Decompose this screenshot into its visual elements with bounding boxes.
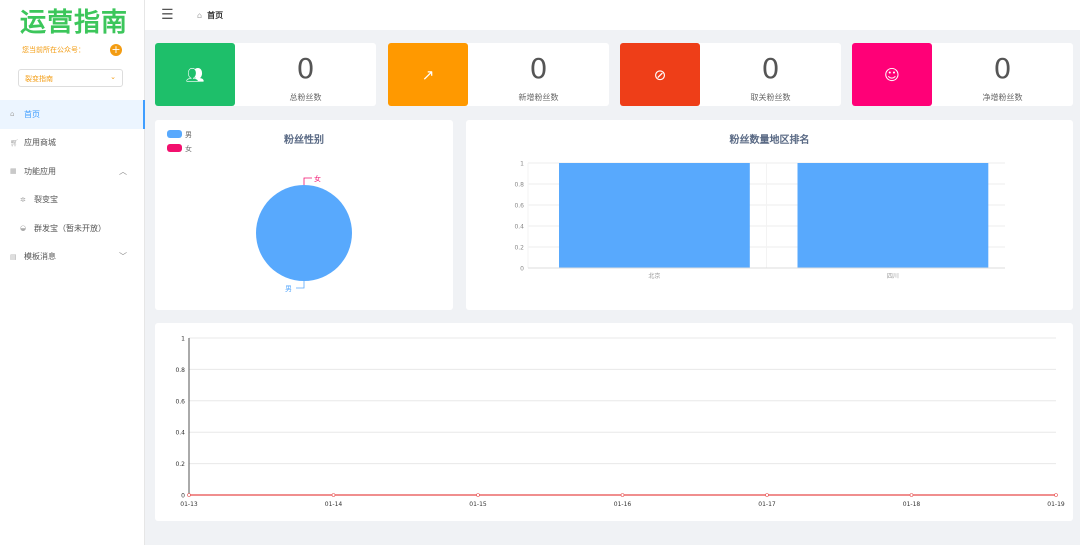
region-chart-card: 粉丝数量地区排名 0 0.2 0.4 0.6 0.8 1 北京 四川 — [466, 120, 1073, 310]
y-tick-label: 0.4 — [514, 224, 524, 231]
y-tick-label: 0.2 — [175, 461, 185, 468]
stat-label: 总粉丝数 — [289, 93, 322, 102]
chart-title: 粉丝性别 — [284, 135, 324, 146]
x-tick-label: 四川 — [887, 273, 899, 280]
x-tick-label: 01-15 — [469, 501, 487, 508]
stat-value: 0 — [993, 52, 1012, 85]
menu-toggle-icon[interactable]: ☰ — [161, 7, 174, 23]
legend-label: 女 — [185, 144, 192, 153]
home-icon: ⌂ — [10, 110, 15, 119]
sidebar-item-templates[interactable]: ▤ 模板消息 ﹀ — [0, 243, 145, 272]
region-bar-chart: 0 0.2 0.4 0.6 0.8 1 北京 四川 — [514, 161, 1005, 280]
data-point — [620, 493, 625, 497]
grid-icon: ▦ — [10, 167, 17, 176]
pie-slice — [256, 185, 352, 281]
y-tick-label: 0 — [181, 493, 185, 500]
x-tick-label: 01-18 — [903, 501, 921, 508]
sidebar-item-app-store[interactable]: 🛒︎ 应用商城 — [0, 129, 145, 158]
y-tick-label: 0.8 — [175, 367, 185, 374]
logo: 运营指南 — [20, 8, 129, 38]
sidebar-item-label: 裂变宝 — [34, 195, 58, 205]
legend-swatch — [167, 144, 182, 152]
account-label: 您当前所在公众号： — [22, 46, 85, 54]
sidebar-item-mass-send[interactable]: ◒ 群发宝（暂未开放） — [0, 214, 145, 243]
sidebar-item-label: 模板消息 — [24, 252, 56, 262]
breadcrumb: ⌂ 首页 — [197, 10, 223, 21]
top-header: ☰ ⌂ 首页 — [145, 0, 1080, 30]
sidebar: 运营指南 您当前所在公众号： + 裂变指南 ⌄ ⌂ 首页 🛒︎ 应用商城 ▦ 功能应用 ︿… — [0, 0, 145, 545]
data-point — [331, 493, 336, 497]
home-icon: ⌂ — [197, 11, 203, 20]
y-tick-label: 0.4 — [175, 430, 185, 437]
sidebar-item-label: 应用商城 — [24, 138, 56, 148]
stat-label: 新增粉丝数 — [518, 93, 559, 102]
data-point — [476, 493, 480, 497]
sidebar-item-label: 首页 — [24, 109, 40, 119]
label-line — [303, 177, 312, 185]
slice-label: 男 — [285, 285, 292, 293]
sidebar-item-label: 功能应用 — [24, 166, 56, 176]
data-point — [1054, 493, 1058, 497]
legend-swatch — [167, 130, 182, 138]
sidebar-item-features[interactable]: ▦ 功能应用 ︿ — [0, 157, 145, 186]
account-select[interactable]: 裂变指南 ⌄ — [18, 69, 123, 87]
sidebar-nav: ⌂ 首页 🛒︎ 应用商城 ▦ 功能应用 ︿ ✲ 裂变宝 ◒ 群发宝（暂未开放） ▤ 模板消息 ﹀ — [0, 100, 145, 271]
stat-value: 0 — [529, 52, 548, 85]
breadcrumb-item[interactable]: 首页 — [207, 11, 224, 20]
trend-up-icon: ↗ — [388, 43, 468, 106]
chart-title: 粉丝数量地区排名 — [729, 135, 810, 146]
stat-card-total: 👥︎ 0 总粉丝数 — [155, 43, 376, 106]
group-icon: ◒ — [20, 224, 27, 233]
eye-off-icon: ⊘ — [620, 43, 700, 106]
template-icon: ▤ — [10, 252, 17, 261]
x-tick-label: 01-14 — [325, 501, 343, 508]
stat-card-unfollow: ⊘ 0 取关粉丝数 — [620, 43, 841, 106]
sidebar-item-label: 群发宝（暂未开放） — [34, 223, 106, 233]
data-point — [765, 493, 769, 497]
stat-value: 0 — [761, 52, 780, 85]
legend-label: 男 — [185, 131, 192, 139]
data-point — [909, 493, 914, 497]
x-tick-label: 01-17 — [758, 501, 776, 508]
sidebar-item-home[interactable]: ⌂ 首页 — [0, 100, 145, 129]
cart-icon: 🛒︎ — [10, 138, 19, 147]
x-tick-label: 01-19 — [1047, 501, 1065, 508]
label-line — [296, 281, 305, 289]
x-tick-label: 01-13 — [180, 501, 198, 508]
y-tick-label: 0.6 — [175, 398, 185, 405]
bar — [559, 163, 750, 268]
y-tick-label: 0.8 — [514, 182, 524, 189]
y-tick-label: 0.2 — [514, 245, 524, 252]
stat-label: 净增粉丝数 — [982, 93, 1023, 102]
trend-chart-card: 0 0.2 0.4 0.6 0.8 1 01-13 01-14 01-15 01-16 01-17 0… — [155, 323, 1073, 521]
y-tick-label: 1 — [181, 336, 185, 343]
bar — [797, 163, 989, 268]
stat-label: 取关粉丝数 — [750, 93, 791, 102]
stat-card-net: ☺ 0 净增粉丝数 — [852, 43, 1073, 106]
gear-icon: ✲ — [20, 195, 26, 204]
stat-card-new: ↗ 0 新增粉丝数 — [388, 43, 609, 106]
chevron-down-icon: ﹀ — [119, 252, 127, 262]
stat-value: 0 — [296, 52, 315, 85]
y-tick-label: 0.6 — [514, 203, 524, 210]
chevron-up-icon: ︿ — [119, 166, 127, 176]
x-tick-label: 北京 — [648, 272, 660, 280]
account-select-value: 裂变指南 — [25, 75, 53, 83]
data-point — [187, 493, 191, 497]
users-icon: 👥︎ — [155, 43, 235, 106]
slice-label: 女 — [314, 174, 321, 183]
y-tick-label: 1 — [520, 161, 524, 168]
add-account-button[interactable]: + — [110, 43, 122, 56]
gender-chart-card: 粉丝性别 男女女男 — [155, 120, 453, 310]
x-tick-label: 01-16 — [614, 501, 632, 508]
y-tick-label: 0 — [520, 266, 524, 273]
chevron-down-icon: ⌄ — [110, 73, 116, 81]
smile-icon: ☺ — [852, 43, 932, 106]
sidebar-item-fission[interactable]: ✲ 裂变宝 — [0, 186, 145, 215]
trend-line-chart: 0 0.2 0.4 0.6 0.8 1 01-13 01-14 01-15 01-16 01-17 0… — [175, 336, 1065, 509]
